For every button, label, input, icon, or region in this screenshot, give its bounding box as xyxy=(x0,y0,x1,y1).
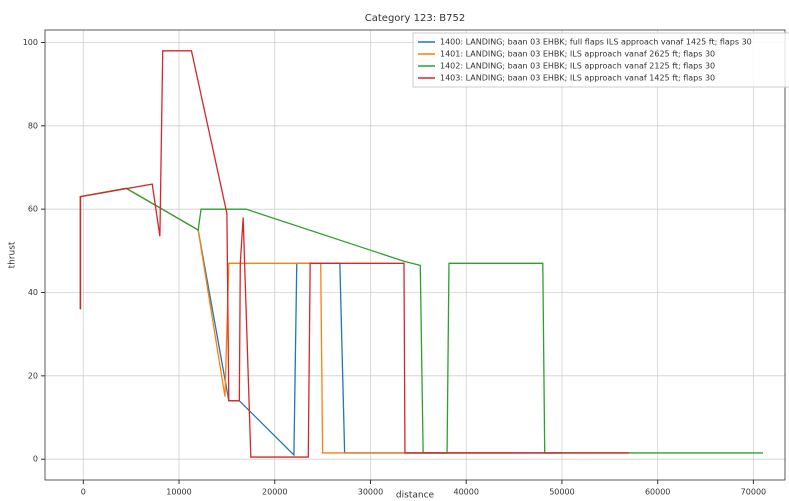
x-tick-label: 0 xyxy=(81,488,86,497)
series-line xyxy=(79,187,763,454)
x-tick-label: 50000 xyxy=(549,488,574,497)
y-tick-label: 0 xyxy=(33,455,38,464)
series-line xyxy=(79,50,629,458)
x-axis-label: distance xyxy=(396,491,435,501)
legend-label: 1401: LANDING; baan 03 EHBK; ILS approac… xyxy=(440,50,715,59)
y-tick-label: 20 xyxy=(28,371,38,380)
chart-title: Category 123: B752 xyxy=(365,13,465,24)
y-tick-label: 100 xyxy=(23,38,38,47)
y-tick-label: 60 xyxy=(28,205,38,214)
legend-label: 1402: LANDING; baan 03 EHBK; ILS approac… xyxy=(440,62,715,71)
y-tick-label: 40 xyxy=(28,288,38,297)
legend-label: 1400: LANDING; baan 03 EHBK; full flaps … xyxy=(440,38,752,47)
x-tick-label: 30000 xyxy=(358,488,383,497)
legend-label: 1403: LANDING; baan 03 EHBK; ILS approac… xyxy=(440,74,715,83)
x-tick-label: 10000 xyxy=(166,488,191,497)
x-tick-label: 70000 xyxy=(741,488,766,497)
y-axis-label: thrust xyxy=(8,241,18,268)
x-tick-label: 40000 xyxy=(453,488,478,497)
x-tick-label: 20000 xyxy=(262,488,287,497)
x-tick-label: 60000 xyxy=(645,488,670,497)
y-tick-label: 80 xyxy=(28,121,38,130)
plot-frame xyxy=(44,29,786,481)
legend-box xyxy=(412,32,789,88)
